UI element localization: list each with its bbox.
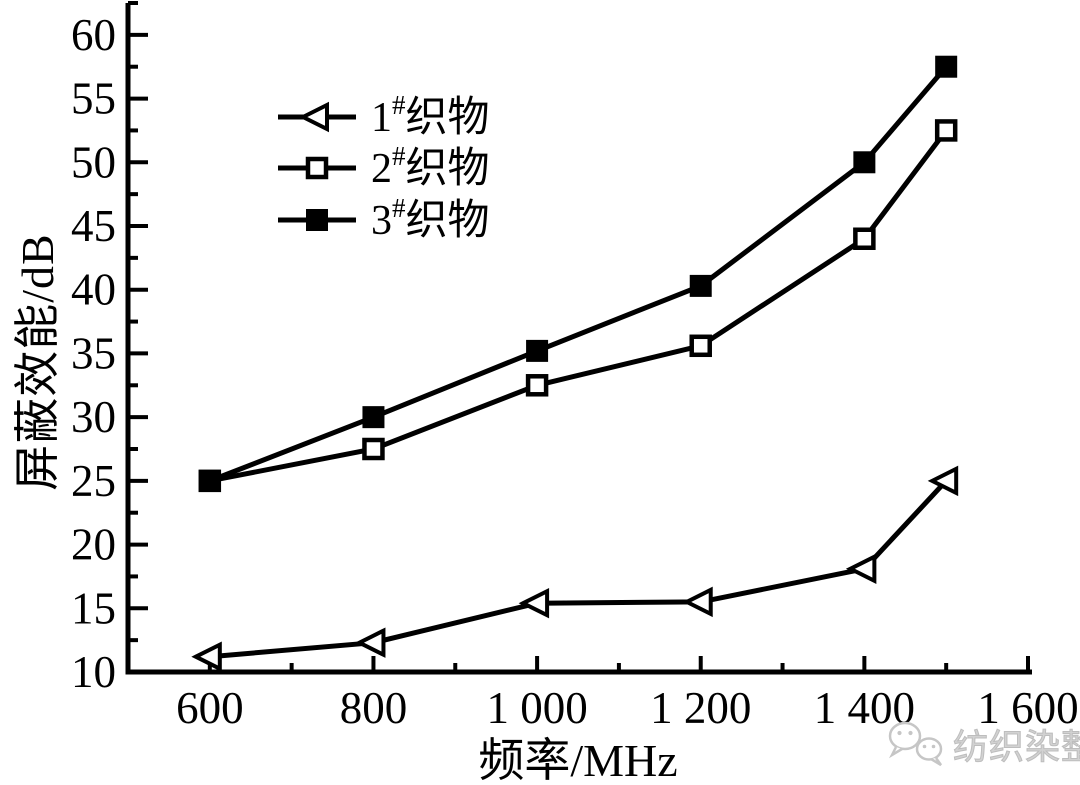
marker-square-filled xyxy=(362,406,385,429)
y-tick-label: 35 xyxy=(71,328,116,378)
series-line-1 xyxy=(209,479,949,660)
x-tick-label: 1 000 xyxy=(486,683,587,733)
marker-square-filled xyxy=(306,209,328,231)
marker-square-open xyxy=(362,437,385,461)
watermark-text: 纺织染整 xyxy=(952,727,1080,767)
x-tick-label: 800 xyxy=(340,683,408,733)
y-tick-label: 55 xyxy=(71,74,116,124)
x-axis-title: 频率/MHz xyxy=(478,735,678,785)
marker-square-filled xyxy=(526,339,549,362)
wechat-icon xyxy=(888,721,943,767)
marker-square-filled xyxy=(198,469,221,492)
y-tick-label: 40 xyxy=(71,265,116,315)
y-tick-label: 20 xyxy=(71,520,116,570)
marker-triangle-left-open xyxy=(845,553,877,585)
y-tick-label: 30 xyxy=(71,392,116,442)
legend-item-1: 1#织物 xyxy=(278,90,490,141)
marker-triangle-left-open xyxy=(354,627,386,658)
legend-label: 1#织物 xyxy=(371,90,490,141)
legend-label: 3#织物 xyxy=(371,193,490,244)
marker-square-open xyxy=(525,374,549,397)
marker-triangle-left-open xyxy=(927,465,959,497)
marker-square-open xyxy=(305,156,329,180)
marker-square-open xyxy=(689,334,712,358)
marker-square-filled xyxy=(689,274,712,297)
series-markers-3 xyxy=(198,55,958,492)
marker-square-filled xyxy=(853,151,876,174)
legend-item-2: 2#织物 xyxy=(278,141,490,192)
watermark: 纺织染整 xyxy=(884,718,1080,770)
x-tick-label: 1 200 xyxy=(650,683,751,733)
series-line-2 xyxy=(209,128,949,484)
y-tick-label: 15 xyxy=(71,583,116,633)
legend-label: 2#织物 xyxy=(371,141,490,192)
marker-square-open xyxy=(934,119,958,142)
y-tick-label: 10 xyxy=(71,647,116,697)
legend-item-3: 3#织物 xyxy=(278,193,490,244)
y-tick-label: 45 xyxy=(71,201,116,251)
axis-spines xyxy=(125,3,1032,675)
marker-triangle-left-open xyxy=(518,587,550,619)
x-tick-label: 1 600 xyxy=(977,683,1078,733)
axes: 600 800 1 000 1 200 1 400 1 60010152025303540… xyxy=(71,1,1079,733)
marker-triangle-left-open xyxy=(191,641,222,672)
series-line-3 xyxy=(208,65,949,484)
marker-triangle-left-open xyxy=(298,101,329,133)
y-axis-title: 屏蔽效能/dB xyxy=(12,233,63,491)
marker-square-open xyxy=(853,227,876,250)
x-tick-label: 600 xyxy=(176,683,244,733)
y-tick-label: 25 xyxy=(71,456,116,506)
marker-square-filled xyxy=(935,55,958,78)
y-tick-label: 60 xyxy=(71,10,116,60)
legend: 1#织物2#织物3#织物 xyxy=(278,90,490,244)
y-tick-label: 50 xyxy=(71,137,116,187)
series-markers-1 xyxy=(191,465,959,672)
series-group xyxy=(191,55,959,672)
marker-triangle-left-open xyxy=(682,586,713,618)
